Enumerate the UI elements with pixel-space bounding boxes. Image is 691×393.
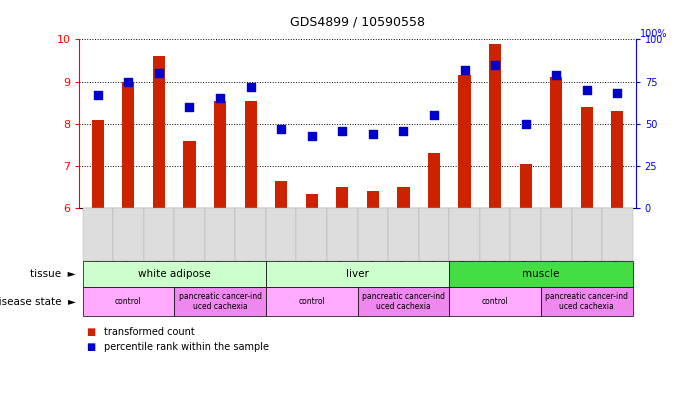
Text: GDS4899 / 10590558: GDS4899 / 10590558	[290, 16, 425, 29]
Bar	[397, 187, 410, 208]
Point	[93, 92, 104, 98]
Text: tissue  ►: tissue ►	[30, 269, 76, 279]
Point	[245, 83, 256, 90]
Text: control: control	[115, 297, 142, 306]
Bar	[305, 193, 318, 208]
Text: disease state  ►: disease state ►	[0, 297, 76, 307]
Bar	[183, 141, 196, 208]
Bar	[612, 111, 623, 208]
Point	[337, 127, 348, 134]
Text: white adipose: white adipose	[138, 269, 211, 279]
Text: control: control	[482, 297, 509, 306]
Bar	[520, 164, 532, 208]
Bar	[122, 82, 135, 208]
Bar	[275, 181, 287, 208]
Point	[612, 90, 623, 97]
Text: transformed count: transformed count	[104, 327, 194, 337]
Point	[276, 126, 287, 132]
Bar	[428, 153, 440, 208]
Bar	[458, 75, 471, 208]
Bar	[367, 191, 379, 208]
Point	[398, 127, 409, 134]
Point	[153, 70, 164, 76]
Bar	[92, 119, 104, 208]
Point	[428, 112, 439, 119]
Point	[551, 72, 562, 78]
Point	[368, 131, 379, 137]
Bar	[337, 187, 348, 208]
Text: pancreatic cancer-ind
uced cachexia: pancreatic cancer-ind uced cachexia	[178, 292, 262, 311]
Bar	[214, 101, 226, 208]
Point	[581, 87, 592, 93]
Bar	[153, 56, 165, 208]
Bar	[580, 107, 593, 208]
Text: pancreatic cancer-ind
uced cachexia: pancreatic cancer-ind uced cachexia	[362, 292, 445, 311]
Point	[123, 79, 134, 85]
Point	[214, 95, 225, 101]
Text: muscle: muscle	[522, 269, 560, 279]
Point	[459, 66, 470, 73]
Text: 100%: 100%	[640, 29, 668, 39]
Bar	[550, 77, 562, 208]
Bar	[245, 101, 257, 208]
Text: ■: ■	[86, 327, 95, 337]
Text: ■: ■	[86, 342, 95, 352]
Text: pancreatic cancer-ind
uced cachexia: pancreatic cancer-ind uced cachexia	[545, 292, 628, 311]
Point	[306, 132, 317, 139]
Text: control: control	[299, 297, 325, 306]
Point	[184, 104, 195, 110]
Text: percentile rank within the sample: percentile rank within the sample	[104, 342, 269, 352]
Point	[520, 121, 531, 127]
Point	[490, 61, 501, 68]
Bar	[489, 44, 501, 208]
Text: liver: liver	[346, 269, 369, 279]
